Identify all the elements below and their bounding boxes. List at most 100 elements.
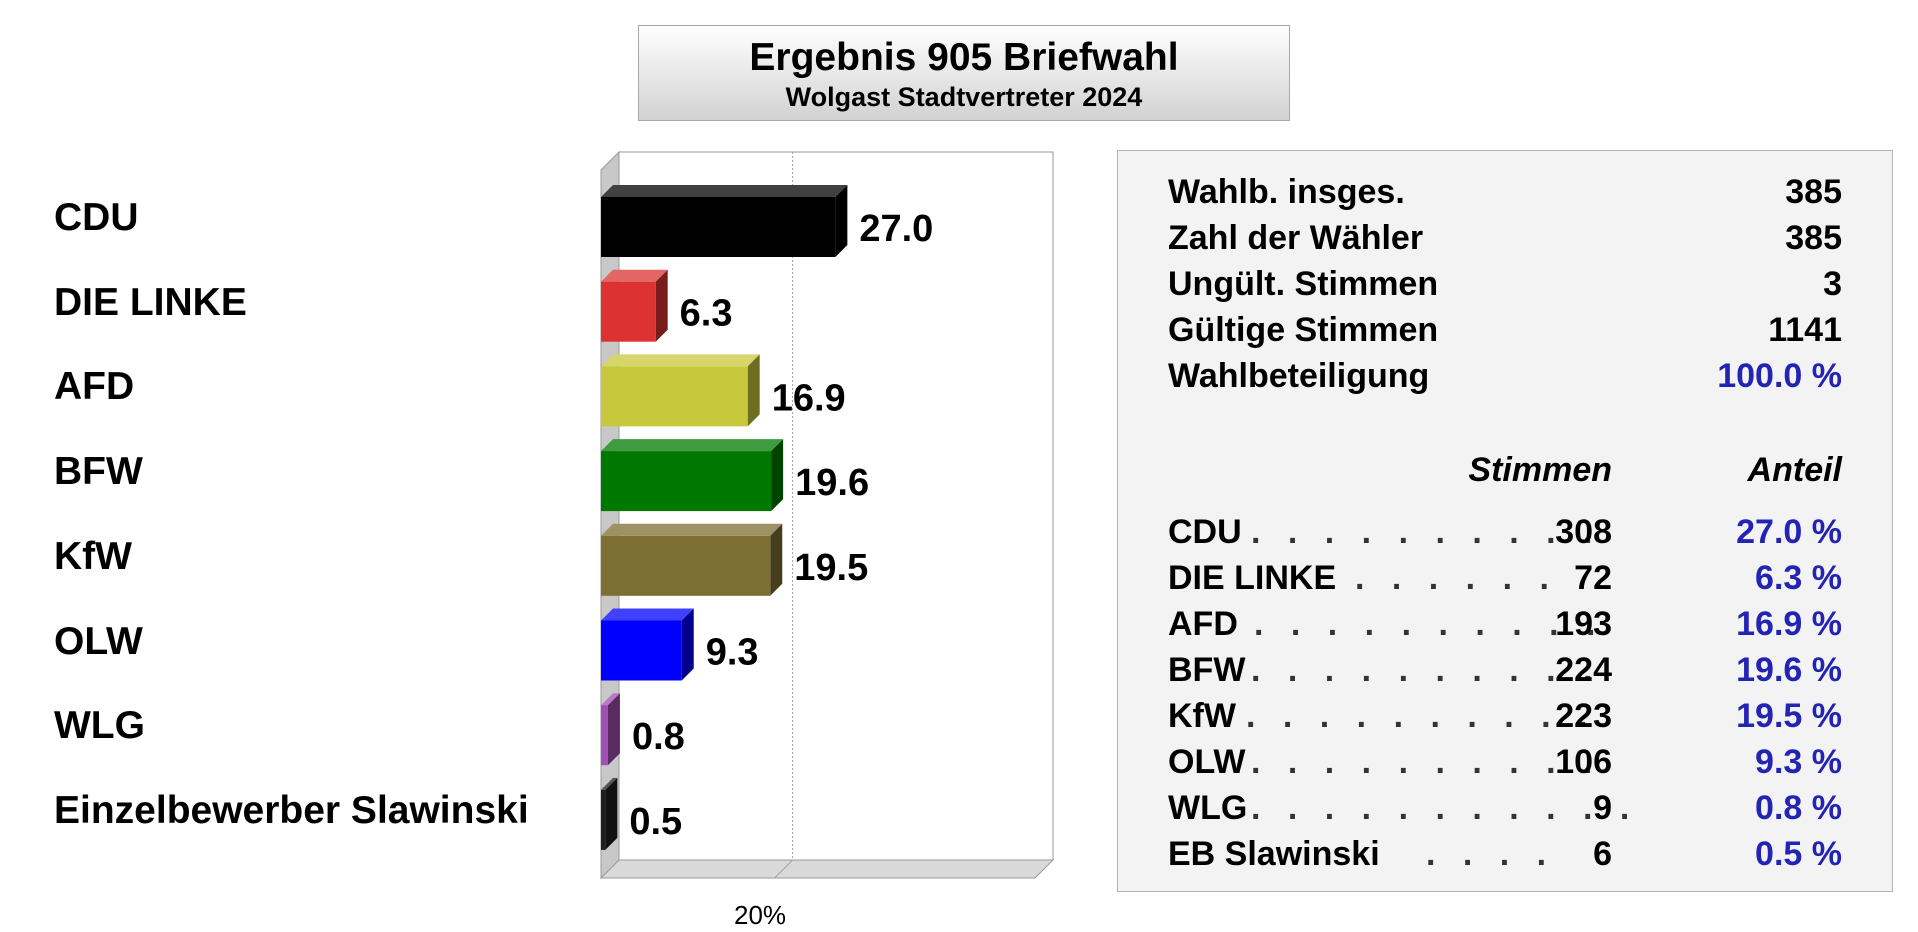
- bar-side-face: [681, 608, 694, 681]
- party-label: WLG: [54, 704, 145, 748]
- result-row: KfW . . . . . . . . . . 223 19.5 %: [1118, 697, 1892, 739]
- result-party: OLW: [1168, 743, 1246, 781]
- result-dots: . . . .: [1426, 835, 1556, 873]
- result-votes: 308: [1555, 513, 1612, 551]
- stat-row: Zahl der Wähler 385: [1118, 219, 1892, 261]
- stat-value: 385: [1785, 219, 1842, 257]
- bar: [601, 197, 836, 257]
- bar-value-label: 9.3: [706, 632, 759, 674]
- result-party: BFW: [1168, 651, 1246, 689]
- stat-label: Wahlb. insges.: [1168, 173, 1405, 211]
- result-row: CDU. . . . . . . . . . 308 27.0 %: [1118, 513, 1892, 555]
- bar-side-face: [605, 777, 618, 850]
- bar-top-face: [601, 777, 618, 790]
- stat-label: Ungült. Stimmen: [1168, 265, 1439, 303]
- result-party: WLG: [1168, 789, 1248, 827]
- party-label: DIE LINKE: [54, 280, 247, 324]
- stat-row: Gültige Stimmen 1141: [1118, 311, 1892, 353]
- result-dots: . . . . . . . . . .: [1254, 605, 1605, 643]
- party-label: BFW: [54, 450, 143, 494]
- bar-side-face: [770, 523, 783, 596]
- bar-top-face: [601, 185, 848, 197]
- result-votes: 224: [1555, 651, 1612, 689]
- votes-column-header: Stimmen: [1468, 451, 1612, 489]
- bar-top-face: [601, 439, 784, 452]
- bar-value-label: 16.9: [772, 377, 846, 419]
- result-votes: 6: [1593, 835, 1612, 873]
- gridline-floor: [774, 859, 793, 879]
- stat-label: Gültige Stimmen: [1168, 311, 1439, 349]
- share-column-header: Anteil: [1747, 451, 1842, 489]
- party-label: CDU: [54, 196, 139, 239]
- bar-top-face: [601, 269, 668, 282]
- result-share: 9.3 %: [1755, 743, 1842, 781]
- result-share: 16.9 %: [1736, 605, 1842, 643]
- bar-top-face: [601, 693, 620, 706]
- bar: [601, 705, 608, 766]
- bar: [601, 535, 771, 596]
- plot-floor: [599, 859, 1055, 879]
- stat-row: Wahlbeteiligung 100.0 %: [1118, 357, 1892, 399]
- bar-top-face: [601, 608, 694, 621]
- stat-row: Ungült. Stimmen 3: [1118, 265, 1892, 307]
- bar: [601, 451, 772, 512]
- turnout-value: 100.0 %: [1717, 357, 1842, 395]
- result-votes: 193: [1555, 605, 1612, 643]
- result-share: 27.0 %: [1736, 513, 1842, 551]
- stat-label: Wahlbeteiligung: [1168, 357, 1430, 395]
- result-dots: . . . . . . . . . . .: [1251, 789, 1639, 827]
- result-row: BFW. . . . . . . . . . 224 19.6 %: [1118, 651, 1892, 693]
- result-row: DIE LINKE . . . . . . 72 6.3 %: [1118, 559, 1892, 601]
- result-party: EB Slawinski: [1168, 835, 1380, 873]
- bar-value-label: 0.5: [629, 801, 682, 843]
- result-votes: 106: [1555, 743, 1612, 781]
- result-row: AFD . . . . . . . . . . 193 16.9 %: [1118, 605, 1892, 647]
- stat-value: 3: [1823, 265, 1842, 303]
- result-party: AFD: [1168, 605, 1238, 643]
- chart-title: Ergebnis 905 Briefwahl: [749, 36, 1179, 79]
- statistics-panel: Wahlb. insges. 385 Zahl der Wähler 385 U…: [1117, 150, 1893, 892]
- result-share: 6.3 %: [1755, 559, 1842, 597]
- result-dots: . . . . . .: [1355, 559, 1558, 597]
- bar: [601, 620, 682, 681]
- stat-value: 1141: [1768, 311, 1842, 349]
- bar-top-face: [601, 523, 783, 536]
- bar-value-label: 19.6: [795, 462, 869, 504]
- party-label: KfW: [54, 534, 132, 578]
- result-share: 19.6 %: [1736, 651, 1842, 689]
- result-row: OLW. . . . . . . . . . 106 9.3 %: [1118, 743, 1892, 785]
- bar-value-label: 0.8: [632, 716, 685, 758]
- result-party: KfW: [1168, 697, 1236, 735]
- bar: [601, 366, 748, 427]
- result-share: 19.5 %: [1736, 697, 1842, 735]
- result-dots: . . . . . . . . . .: [1246, 697, 1597, 735]
- party-label: OLW: [54, 619, 143, 663]
- stat-value: 385: [1785, 173, 1842, 211]
- bar-side-face: [747, 354, 760, 427]
- bar: [601, 789, 606, 850]
- result-dots: . . . . . . . . . .: [1251, 651, 1602, 689]
- result-row: EB Slawinski . . . . 6 0.5 %: [1118, 835, 1892, 877]
- plot-side-wall: [600, 150, 620, 880]
- result-party: CDU: [1168, 513, 1242, 551]
- bar: [601, 281, 656, 342]
- result-votes: 72: [1574, 559, 1612, 597]
- chart-title-box: Ergebnis 905 Briefwahl Wolgast Stadtvert…: [638, 25, 1290, 121]
- party-label: AFD: [54, 365, 135, 409]
- result-votes: 9: [1593, 789, 1612, 827]
- bar-value-label: 6.3: [680, 293, 733, 335]
- bar-side-face: [607, 693, 620, 766]
- result-share: 0.8 %: [1755, 789, 1842, 827]
- result-dots: . . . . . . . . . .: [1251, 743, 1602, 781]
- bar-top-face: [601, 354, 760, 367]
- bar-value-label: 19.5: [794, 547, 868, 589]
- x-tick-label: 20%: [734, 900, 787, 930]
- result-party: DIE LINKE: [1168, 559, 1337, 597]
- stat-row: Wahlb. insges. 385: [1118, 173, 1892, 215]
- stat-label: Zahl der Wähler: [1168, 219, 1424, 257]
- result-votes: 223: [1555, 697, 1612, 735]
- result-share: 0.5 %: [1755, 835, 1842, 873]
- results-header: Stimmen Anteil: [1118, 451, 1892, 493]
- bar-side-face: [771, 439, 784, 512]
